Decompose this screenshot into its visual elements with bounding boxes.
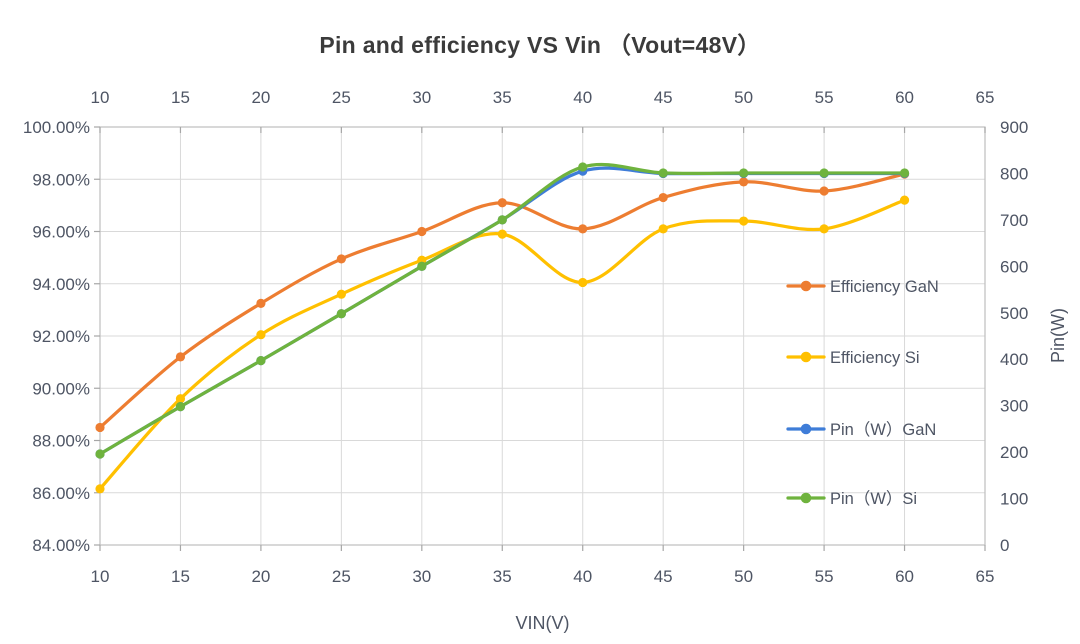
legend-label: Pin（W）GaN — [830, 420, 936, 439]
top-x-tick-label: 20 — [251, 88, 270, 107]
data-marker-efficiency-gan — [819, 186, 829, 196]
data-marker-efficiency-gan — [256, 298, 266, 308]
right-y-tick-label: 0 — [1000, 536, 1009, 555]
top-x-tick-label: 45 — [654, 88, 673, 107]
top-x-tick-label: 25 — [332, 88, 351, 107]
data-marker-pin-w-si — [336, 309, 346, 319]
data-marker-efficiency-si — [819, 224, 829, 234]
data-marker-pin-w-si — [578, 162, 588, 172]
data-marker-pin-w-si — [899, 168, 910, 178]
bottom-x-tick-label: 35 — [493, 567, 512, 586]
top-x-tick-label: 50 — [734, 88, 753, 107]
left-y-tick-label: 88.00% — [32, 432, 90, 451]
legend-entry-pin-w-gan: Pin（W）GaN — [786, 420, 936, 439]
data-marker-efficiency-si — [336, 289, 346, 299]
top-x-tick-label: 40 — [573, 88, 592, 107]
data-marker-pin-w-si — [175, 401, 186, 412]
legend-entry-efficiency-si: Efficiency Si — [786, 349, 920, 367]
right-y-tick-label: 800 — [1000, 164, 1028, 183]
data-marker-efficiency-gan — [497, 198, 507, 208]
data-marker-efficiency-si — [95, 484, 105, 494]
top-x-tick-label: 55 — [815, 88, 834, 107]
right-y-tick-label: 700 — [1000, 211, 1028, 230]
bottom-x-tick-label: 50 — [734, 567, 753, 586]
top-x-tick-label: 10 — [91, 88, 110, 107]
data-marker-efficiency-gan — [417, 226, 427, 237]
data-marker-pin-w-si — [497, 215, 507, 225]
data-marker-efficiency-si — [578, 277, 588, 288]
left-y-tick-label: 100.00% — [23, 118, 90, 137]
right-y-tick-label: 900 — [1000, 118, 1028, 137]
top-x-tick-label: 60 — [895, 88, 914, 107]
data-marker-pin-w-si — [819, 168, 829, 178]
bottom-x-tick-label: 15 — [171, 567, 190, 586]
data-marker-efficiency-gan — [336, 254, 346, 264]
legend-entry-pin-w-si: Pin（W）Si — [786, 489, 917, 508]
top-x-tick-label: 15 — [171, 88, 190, 107]
tick-labels: 10 10 15 15 20 20 25 25 30 30 35 35 40 40 45 45 50 50 55 55… — [23, 88, 1029, 586]
legend: Efficiency GaN Efficiency Si Pin（W）GaN Pin（… — [786, 278, 939, 508]
series-pin-w-si — [95, 162, 910, 459]
legend-marker-dot — [800, 492, 812, 504]
data-marker-efficiency-gan — [578, 224, 588, 234]
data-marker-efficiency-si — [175, 394, 186, 404]
legend-marker-dot — [800, 423, 812, 435]
right-y-tick-label: 200 — [1000, 443, 1028, 462]
right-y-tick-label: 300 — [1000, 397, 1028, 416]
data-marker-efficiency-si — [899, 195, 910, 205]
bottom-x-tick-label: 45 — [654, 567, 673, 586]
bottom-x-tick-label: 25 — [332, 567, 351, 586]
x-axis-title: VIN(V) — [515, 613, 570, 633]
bottom-x-tick-label: 10 — [91, 567, 110, 586]
top-x-tick-label: 30 — [412, 88, 431, 107]
left-y-tick-label: 92.00% — [32, 327, 90, 346]
legend-label: Efficiency GaN — [830, 278, 939, 296]
data-marker-pin-w-si — [658, 168, 668, 178]
bottom-x-tick-label: 40 — [573, 567, 592, 586]
legend-label: Pin（W）Si — [830, 489, 917, 508]
left-y-tick-label: 90.00% — [32, 379, 90, 398]
data-marker-efficiency-si — [739, 216, 749, 226]
legend-entry-efficiency-gan: Efficiency GaN — [786, 278, 939, 296]
right-axis-title-text: Pin(W) — [1047, 307, 1068, 363]
right-axis-title: Pin(W) — [1038, 235, 1078, 435]
data-marker-efficiency-si — [256, 330, 266, 340]
data-marker-efficiency-gan — [175, 352, 186, 362]
data-marker-pin-w-si — [95, 449, 105, 459]
bottom-x-tick-label: 65 — [976, 567, 995, 586]
data-marker-pin-w-si — [256, 356, 266, 366]
data-marker-efficiency-gan — [658, 192, 668, 203]
bottom-x-tick-label: 60 — [895, 567, 914, 586]
legend-marker-dot — [800, 351, 812, 363]
chart-title: Pin and efficiency VS Vin （Vout=48V） — [319, 32, 761, 58]
left-y-tick-label: 84.00% — [32, 536, 90, 555]
bottom-x-tick-label: 30 — [412, 567, 431, 586]
left-y-tick-label: 96.00% — [32, 223, 90, 242]
right-y-tick-label: 500 — [1000, 304, 1028, 323]
series-line-pin-w-si — [98, 162, 907, 456]
bottom-x-tick-label: 55 — [815, 567, 834, 586]
legend-label: Efficiency Si — [830, 349, 920, 367]
left-y-tick-label: 98.00% — [32, 170, 90, 189]
data-marker-efficiency-si — [497, 229, 507, 239]
bottom-x-tick-label: 20 — [251, 567, 270, 586]
left-y-tick-label: 86.00% — [32, 484, 90, 503]
legend-marker-dot — [800, 280, 812, 292]
axis-ticks — [94, 126, 986, 551]
data-marker-efficiency-gan — [739, 177, 749, 187]
data-marker-pin-w-si — [417, 261, 427, 271]
data-marker-pin-w-si — [739, 168, 749, 178]
top-x-tick-label: 35 — [493, 88, 512, 107]
right-y-tick-label: 400 — [1000, 350, 1028, 369]
right-y-tick-label: 100 — [1000, 490, 1028, 509]
data-marker-efficiency-si — [658, 224, 668, 234]
right-y-tick-label: 600 — [1000, 257, 1028, 276]
left-y-tick-label: 94.00% — [32, 275, 90, 294]
data-marker-efficiency-gan — [95, 422, 105, 433]
top-x-tick-label: 65 — [976, 88, 995, 107]
